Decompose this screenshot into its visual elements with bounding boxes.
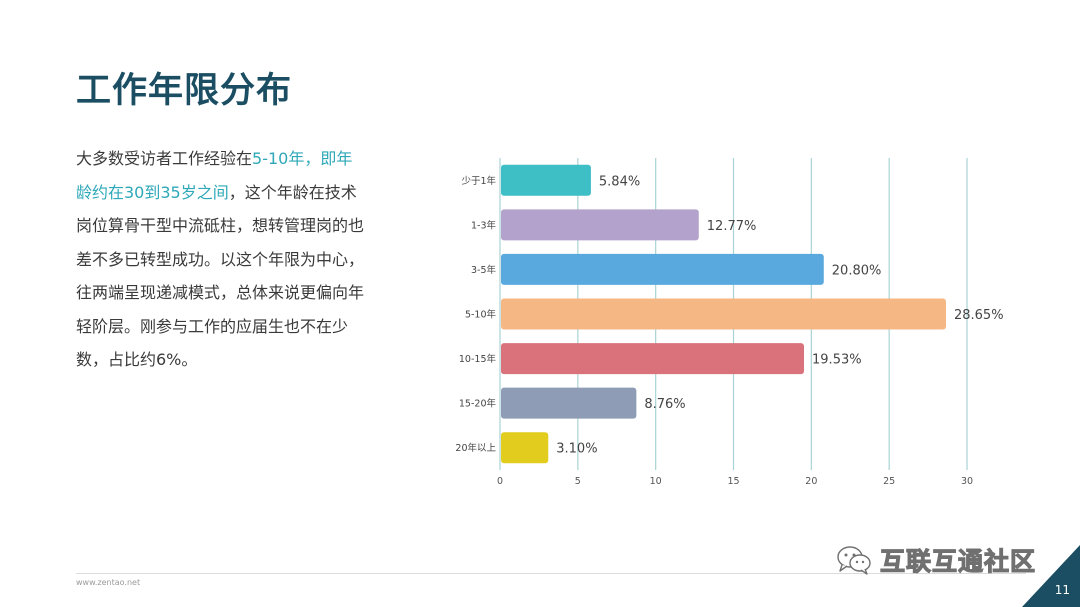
x-tick-label: 0 xyxy=(497,476,503,487)
data-label: 8.76% xyxy=(644,397,685,412)
category-label: 5-10年 xyxy=(465,309,497,321)
category-label: 10-15年 xyxy=(459,353,497,365)
description-part-2: ，这个年龄在技术岗位算骨干型中流砥柱，想转管理岗的也差不多已转型成功。以这个年限… xyxy=(76,182,365,370)
bar xyxy=(501,432,549,464)
footer-divider xyxy=(76,573,1026,574)
wechat-icon xyxy=(837,546,871,575)
bar xyxy=(501,298,946,330)
labels-layer: 0 5 10 15 20 25 30 少于1年 5.84% 1-3年 12.77% 3-5年 20.80… xyxy=(455,174,1003,487)
category-label: 15-20年 xyxy=(459,398,497,410)
category-label: 20年以上 xyxy=(455,442,496,454)
data-label: 19.53% xyxy=(812,353,862,368)
corner-triangle xyxy=(1022,545,1080,607)
footer-url: www.zentao.net xyxy=(76,578,141,587)
data-label: 20.80% xyxy=(832,263,882,278)
data-label: 28.65% xyxy=(954,308,1004,323)
x-tick-label: 5 xyxy=(575,476,581,487)
description-highlight: 5-10年，即年龄约在30到35岁之间 xyxy=(76,149,353,202)
data-label: 3.10% xyxy=(556,442,597,457)
bar xyxy=(501,387,637,419)
x-tick-label: 20 xyxy=(805,476,817,487)
data-label: 12.77% xyxy=(707,219,757,234)
description-part-1: 大多数受访者工作经验在 xyxy=(76,149,253,168)
bar xyxy=(501,209,699,241)
watermark-text: 互联互通社区 xyxy=(879,546,1037,576)
category-label: 1-3年 xyxy=(471,219,497,231)
category-label: 少于1年 xyxy=(461,175,496,187)
work-years-bar-chart: 0 5 10 15 20 25 30 少于1年 5.84% 1-3年 12.77% 3-5年 20.80… xyxy=(455,158,1004,487)
bar xyxy=(501,164,591,196)
x-tick-label: 10 xyxy=(650,476,662,487)
category-label: 3-5年 xyxy=(471,264,497,276)
data-label: 5.84% xyxy=(599,174,640,189)
page-number: 11 xyxy=(1054,583,1070,597)
page-title: 工作年限分布 xyxy=(76,71,293,111)
description-text: 大多数受访者工作经验在5-10年，即年龄约在30到35岁之间，这个年龄在技术岗位… xyxy=(76,142,366,377)
x-tick-label: 15 xyxy=(727,476,739,487)
bars-layer xyxy=(501,164,946,464)
x-tick-label: 30 xyxy=(961,476,973,487)
bar xyxy=(501,253,824,285)
watermark: 互联互通社区 xyxy=(836,542,1036,578)
bar xyxy=(501,343,805,375)
x-tick-label: 25 xyxy=(883,476,895,487)
